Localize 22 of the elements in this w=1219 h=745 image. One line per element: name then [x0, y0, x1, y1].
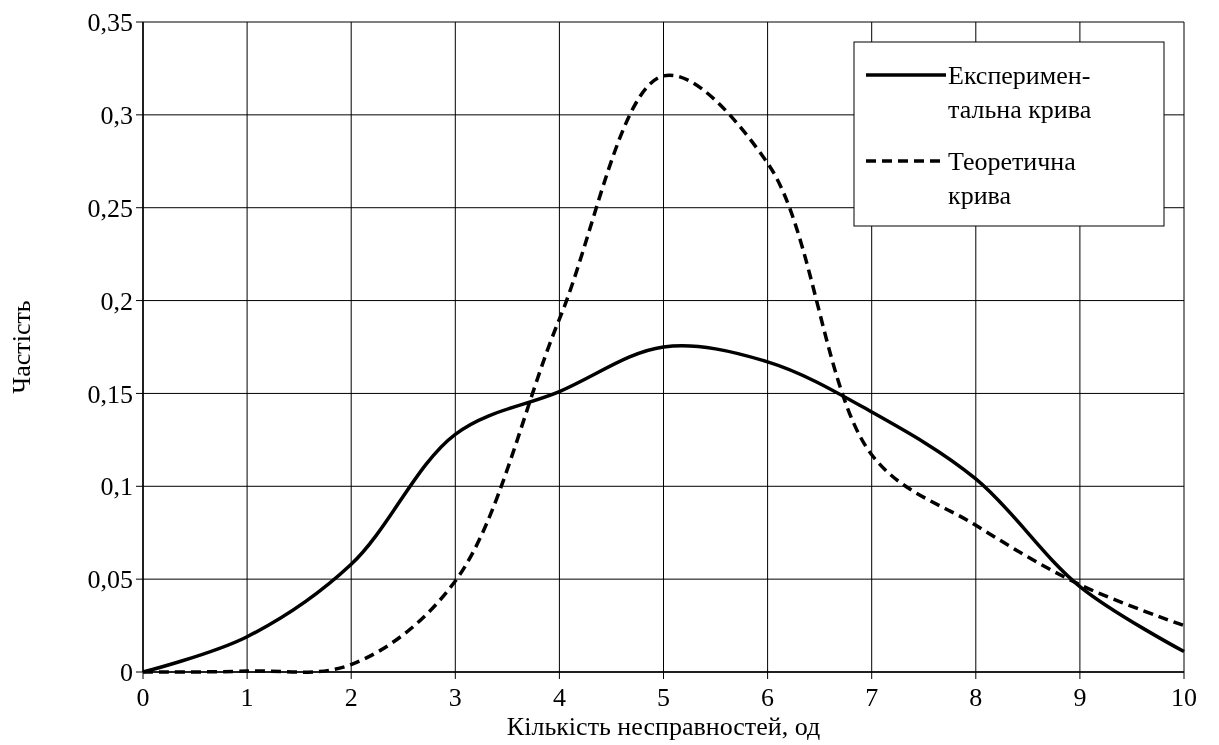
y-tick-label: 0,2 [100, 286, 133, 316]
x-tick-label: 4 [552, 683, 566, 712]
x-tick-label: 3 [448, 683, 462, 712]
x-axis-title: Кількість несправностей, од [506, 712, 821, 741]
y-tick-label: 0,1 [100, 472, 133, 502]
legend-label: Експеримен-тальна крива [948, 61, 1092, 124]
y-axis-title: Частість [7, 300, 36, 394]
y-tick-label: 0,05 [87, 565, 133, 595]
x-tick-label: 7 [865, 683, 879, 712]
y-tick-label: 0,25 [87, 193, 133, 223]
x-tick-label: 10 [1171, 683, 1197, 712]
x-tick-label: 9 [1073, 683, 1087, 712]
legend-label: Теоретична крива [948, 147, 1077, 210]
y-tick-label: 0,15 [87, 379, 133, 409]
x-tick-label: 2 [344, 683, 358, 712]
y-tick-label: 0 [120, 658, 133, 688]
x-tick-label: 6 [761, 683, 775, 712]
y-tick-label: 0,35 [87, 8, 133, 38]
x-tick-label: 5 [657, 683, 670, 712]
x-tick-label: 1 [240, 683, 254, 712]
y-tick-label: 0,3 [100, 100, 133, 130]
x-tick-label: 8 [969, 683, 983, 712]
